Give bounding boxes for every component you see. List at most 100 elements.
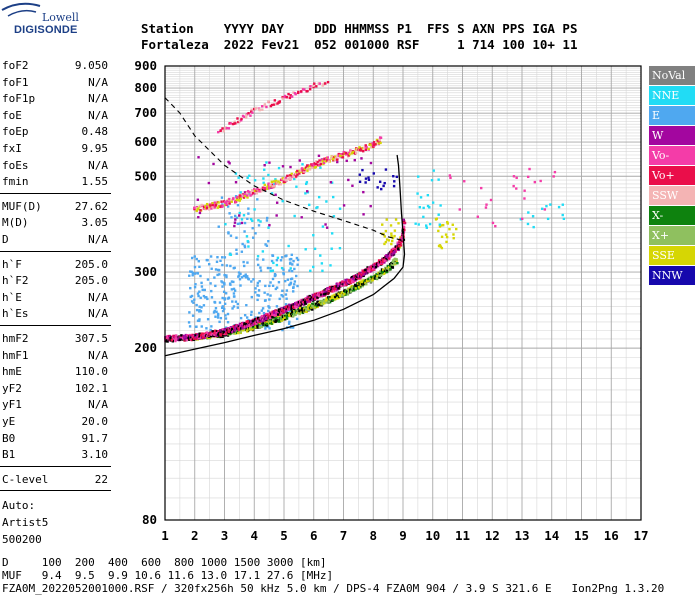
x-trace-point [336,297,339,300]
echo-point [438,225,442,228]
param-row-foep: foEp 0.48 [2,124,108,140]
second-hop-point [269,183,272,187]
y-tick-label: 900 [134,58,157,73]
echo-point [245,316,249,319]
param-label: B0 [2,431,16,445]
echo-point [216,256,219,259]
third-hop-point [236,117,239,120]
second-hop-point [348,152,352,156]
echo-point [296,263,299,266]
echo-point [196,319,200,322]
echo-point [268,298,271,301]
echo-point [188,325,192,328]
echo-point [198,310,201,313]
x-trace-point [314,306,317,309]
x-trace-point [395,258,398,261]
chart-frame [164,65,642,521]
second-hop-point [372,143,376,146]
echo-point [280,266,284,270]
second-hop-point [270,183,274,186]
second-hop-point [298,172,301,175]
echo-point [362,213,365,216]
param-separator [0,325,111,326]
second-hop-point [195,209,198,212]
x-trace-point [375,276,379,279]
echo-point [227,297,230,300]
third-hop-point [315,85,318,88]
echo-point [561,203,564,206]
o-trace-point [180,334,183,337]
echo-point [292,290,295,293]
echo-point [275,263,279,267]
param-label: fxI [2,142,22,155]
second-hop-point [326,159,329,162]
o-trace-point [245,325,248,329]
third-hop-point [249,114,252,117]
echo-point [273,274,277,278]
param-value: 22 [94,472,108,486]
o-trace-point [253,318,257,321]
x-trace-point [393,257,397,261]
o-trace-point [353,274,356,278]
echo-point [233,295,236,298]
echo-point [275,214,278,217]
echo-point [284,303,288,306]
echo-point [263,291,266,294]
y-tick-label: 80 [142,512,157,527]
x-trace-point [312,302,316,305]
x-trace-point [344,291,347,294]
o-trace-point [223,328,227,331]
echo-point [234,172,238,175]
third-hop-point [287,92,290,96]
x-trace-point [300,308,304,312]
echo-point [378,180,382,183]
echo-point [295,274,298,278]
o-trace-point [290,308,293,311]
x-trace-point [381,272,384,276]
echo-point [290,270,294,273]
x-trace-point [296,310,299,313]
echo-point [280,256,284,259]
legend-item-x-: X- [649,206,695,225]
x-trace-point [237,331,240,335]
third-hop-point [258,108,261,111]
echo-point [231,307,234,310]
echo-point [196,292,200,295]
o-trace-point [243,323,246,326]
x-trace-point [296,312,300,315]
second-hop-point [193,206,196,209]
third-hop-point [238,120,242,123]
o-trace-point [191,333,194,337]
x-trace-point [329,297,332,301]
echo-point [390,232,393,235]
param-value: 307.5 [74,332,108,345]
second-hop-point [304,166,308,169]
x-tick-label: 8 [369,528,377,543]
echo-point [367,176,370,179]
o-trace-point [339,283,342,286]
o-trace-point [166,335,169,338]
echo-point [267,226,270,229]
echo-point [242,260,245,264]
param-value: N/A [88,398,108,412]
param-row-hf: h`F 205.0 [2,257,108,273]
x-trace-point [386,264,389,268]
echo-point [232,287,236,291]
param-value: 1.55 [81,175,109,189]
x-trace-point [327,300,331,303]
echo-point [195,257,198,261]
param-row-hf2: h`F2 205.0 [2,273,108,289]
param-label: hmE [2,365,22,379]
echo-point [324,223,327,226]
second-hop-point [316,163,320,167]
echo-point [489,198,493,202]
echo-point [277,281,281,284]
x-trace-point [256,325,259,328]
o-trace-point [185,338,188,342]
echo-point [243,230,246,233]
second-hop-point [277,180,280,183]
o-trace-point [331,290,334,293]
x-trace-point [260,325,264,328]
o-trace-point [203,336,206,339]
x-trace-point [320,299,323,303]
